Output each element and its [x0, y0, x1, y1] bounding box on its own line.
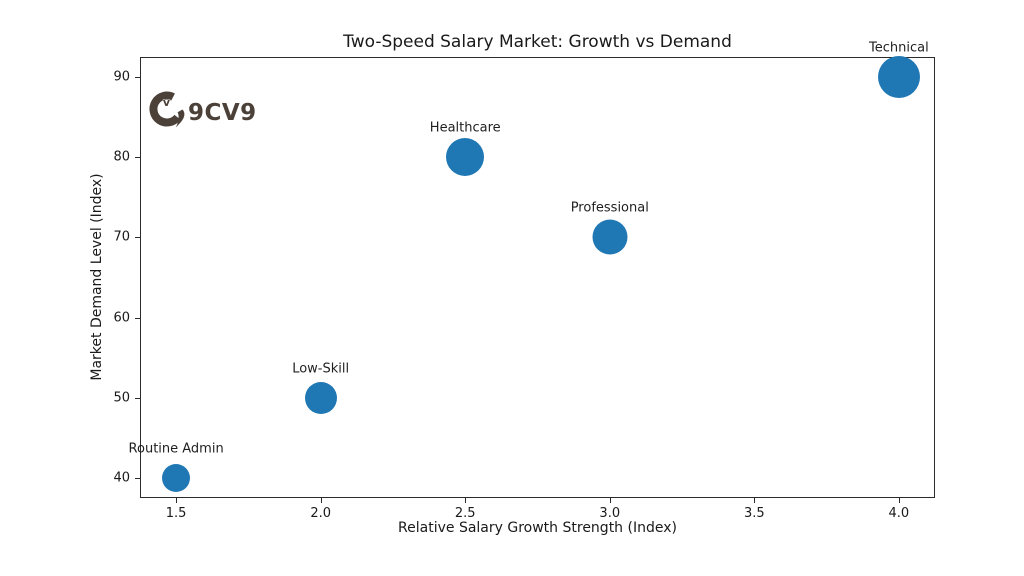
y-tick-label: 60 [113, 310, 130, 326]
9cv9-logo: v v 9CV9 [146, 87, 256, 137]
point-label: Low-Skill [292, 361, 350, 377]
x-tick-label: 2.5 [454, 506, 476, 521]
point-label: Technical [869, 40, 929, 56]
y-tick-label: 50 [113, 390, 130, 406]
scatter-point [877, 56, 920, 99]
y-tick-label: 80 [113, 149, 130, 165]
x-tick-mark [898, 498, 900, 503]
y-tick-mark [135, 77, 140, 79]
x-tick-label: 2.0 [310, 506, 332, 521]
scatter-point [592, 219, 628, 255]
x-tick-mark [465, 498, 467, 503]
plot-area [140, 57, 935, 498]
y-tick-mark [135, 237, 140, 239]
point-label: Professional [570, 200, 649, 216]
x-axis-label: Relative Salary Growth Strength (Index) [398, 520, 677, 536]
y-tick-label: 70 [113, 229, 130, 245]
x-tick-mark [176, 498, 178, 503]
x-tick-label: 3.0 [599, 506, 621, 521]
chart-title: Two-Speed Salary Market: Growth vs Deman… [343, 32, 732, 52]
y-tick-label: 90 [113, 69, 130, 85]
y-tick-mark [135, 157, 140, 159]
x-tick-label: 4.0 [888, 506, 910, 521]
x-tick-label: 1.5 [165, 506, 187, 521]
logo-wordmark: 9CV9 [188, 100, 256, 126]
9cv9-logo-mark: v v 9CV9 [149, 91, 256, 128]
x-tick-label: 3.5 [743, 506, 765, 521]
y-tick-mark [135, 317, 140, 319]
y-tick-mark [135, 477, 140, 479]
scatter-point [162, 463, 191, 492]
point-label: Routine Admin [128, 441, 224, 457]
y-axis-label: Market Demand Level (Index) [89, 173, 105, 381]
point-label: Healthcare [429, 120, 501, 136]
logo-comma-swoosh [175, 109, 185, 128]
scatter-point [304, 381, 337, 414]
logo-v-glyph-inner: v [163, 96, 171, 109]
logo-circle-arc [149, 91, 181, 127]
y-tick-mark [135, 397, 140, 399]
x-tick-mark [609, 498, 611, 503]
x-tick-mark [320, 498, 322, 503]
logo-v-glyph: v [163, 96, 171, 110]
scatter-point [446, 138, 485, 177]
y-tick-label: 40 [113, 470, 130, 486]
x-tick-mark [754, 498, 756, 503]
